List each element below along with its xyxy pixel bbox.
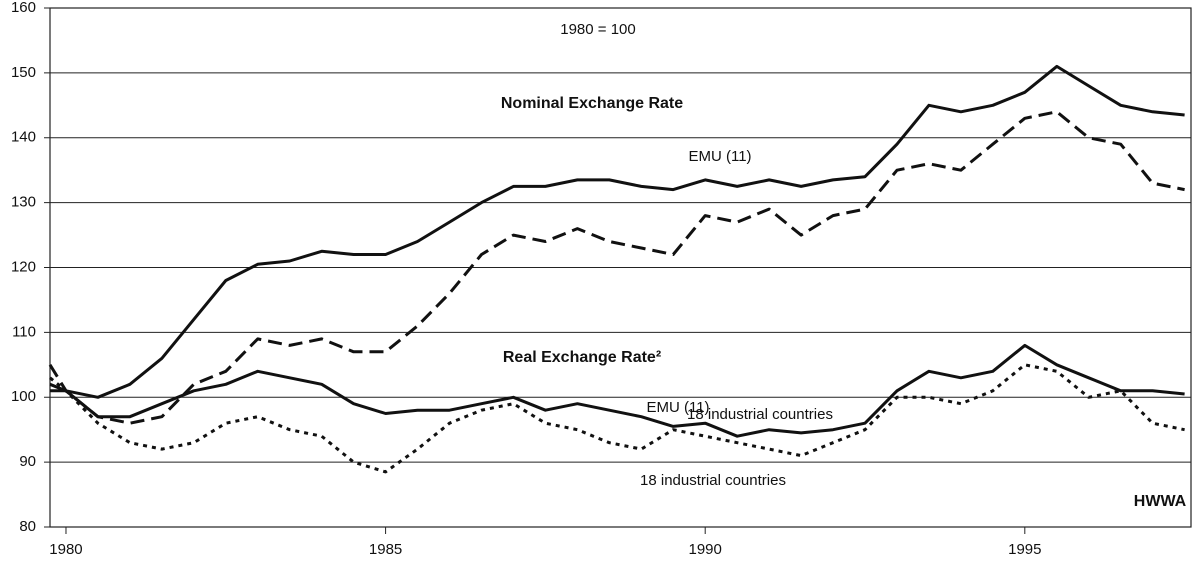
- series-label: EMU (11): [646, 399, 709, 416]
- y-tick-label: 120: [11, 258, 36, 275]
- annotation: Real Exchange Rate²: [503, 349, 661, 366]
- y-tick-label: 150: [11, 64, 36, 81]
- y-tick-label: 90: [19, 453, 36, 470]
- y-tick-label: 100: [11, 388, 36, 405]
- series-line: [49, 363, 1185, 474]
- annotation: Nominal Exchange Rate: [501, 95, 683, 112]
- plot-frame: [49, 7, 1192, 528]
- series-line: [49, 64, 1185, 399]
- y-tick-label: 130: [11, 194, 36, 211]
- series-label: 18 industrial countries: [687, 406, 833, 423]
- x-tick-label: 1985: [369, 541, 402, 558]
- series-label: EMU (11): [688, 148, 751, 165]
- series-label: 18 industrial countries: [640, 472, 786, 489]
- y-tick-label: 140: [11, 129, 36, 146]
- annotation: 1980 = 100: [560, 21, 636, 38]
- series-line: [50, 343, 1185, 438]
- y-tick-label: 80: [19, 518, 36, 535]
- x-tick-label: 1980: [49, 541, 82, 558]
- x-tick-label: 1990: [689, 541, 722, 558]
- series-line: [48, 110, 1185, 425]
- y-tick-label: 160: [11, 0, 36, 16]
- annotation: HWWA: [1134, 493, 1187, 510]
- x-tick-label: 1995: [1008, 541, 1041, 558]
- y-tick-label: 110: [12, 323, 36, 340]
